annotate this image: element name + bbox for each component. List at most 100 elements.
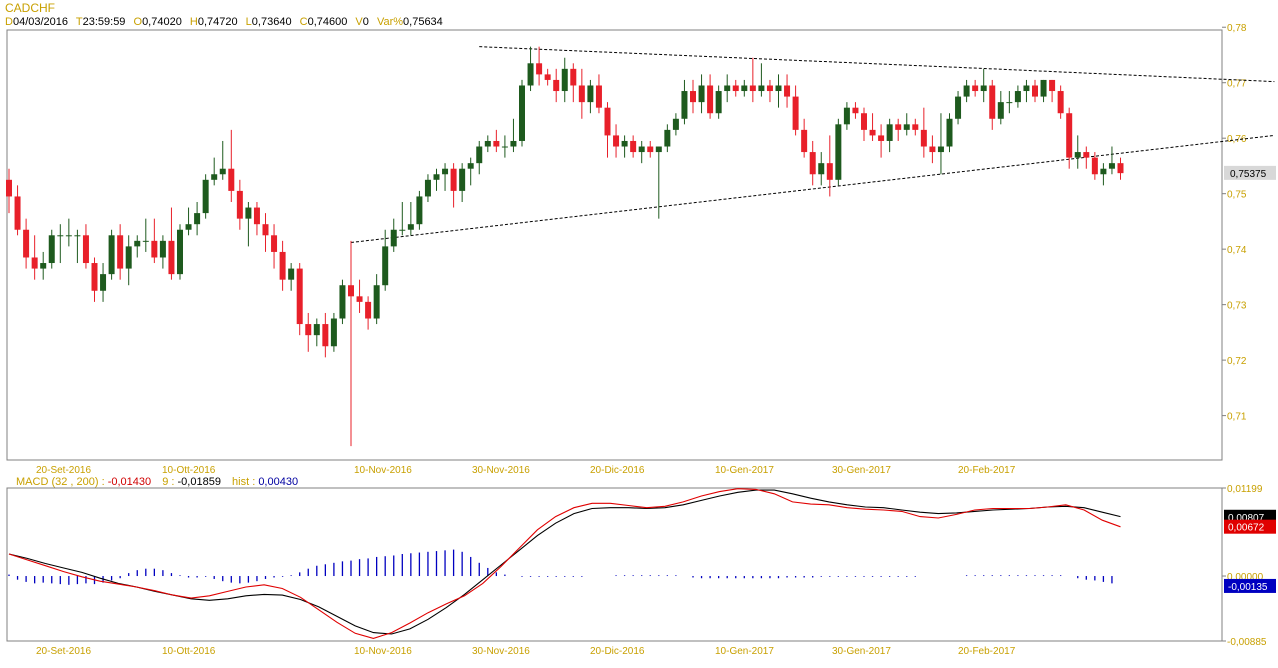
candle-body bbox=[159, 240, 166, 258]
candle bbox=[792, 85, 799, 136]
candle bbox=[382, 229, 389, 291]
candle bbox=[348, 240, 354, 447]
candle-body bbox=[920, 129, 927, 147]
candle-body bbox=[861, 113, 867, 130]
candle-body bbox=[330, 318, 337, 347]
candle-body bbox=[40, 263, 47, 269]
candle-body bbox=[655, 146, 662, 153]
candle-body bbox=[724, 85, 731, 92]
candle-body bbox=[48, 235, 55, 264]
var-value: 0,75634 bbox=[403, 16, 443, 28]
macd-y-axis: 0,01199 0,00000 -0,00885 bbox=[1222, 484, 1267, 648]
candle bbox=[578, 68, 585, 119]
candle bbox=[690, 79, 696, 114]
candle bbox=[1040, 79, 1047, 103]
candle-body bbox=[236, 190, 243, 219]
candle-body bbox=[1091, 157, 1098, 175]
candle-body bbox=[732, 85, 739, 92]
candle bbox=[707, 74, 714, 119]
candle bbox=[749, 57, 756, 103]
candle-body bbox=[433, 174, 440, 180]
candle-body bbox=[638, 146, 645, 153]
high-value: 0,74720 bbox=[197, 16, 238, 28]
candle-body bbox=[407, 224, 414, 230]
candles bbox=[6, 46, 1124, 447]
candle bbox=[330, 312, 337, 352]
candle bbox=[1014, 85, 1021, 108]
candle bbox=[450, 163, 457, 208]
candle bbox=[989, 79, 996, 130]
macd-x-tick-label: 10-Nov-2016 bbox=[354, 646, 412, 657]
macd-x-axis: 20-Set-2016 10-Ott-2016 10-Nov-2016 30-Nov-… bbox=[36, 646, 1016, 657]
candle bbox=[424, 174, 431, 202]
candle-body bbox=[758, 85, 765, 92]
candle bbox=[835, 118, 842, 186]
candle bbox=[271, 224, 278, 269]
macd-value-label: 0,00807 bbox=[1228, 513, 1265, 524]
candle bbox=[262, 213, 269, 252]
candle bbox=[903, 113, 910, 136]
macd-x-tick-label: 20-Feb-2017 bbox=[958, 646, 1016, 657]
candle-body bbox=[142, 240, 149, 242]
candle-body bbox=[886, 124, 893, 141]
volume-label: V bbox=[355, 16, 363, 28]
candle bbox=[100, 263, 107, 302]
candle bbox=[587, 79, 594, 114]
candle bbox=[373, 274, 380, 325]
candle bbox=[937, 113, 944, 175]
candle bbox=[82, 224, 89, 269]
candle bbox=[6, 168, 12, 214]
candle-body bbox=[587, 85, 594, 103]
price-x-tick-label: 30-Gen-2017 bbox=[832, 465, 891, 476]
candle-body bbox=[826, 163, 833, 180]
candle-body bbox=[1032, 85, 1038, 97]
candle-body bbox=[741, 85, 748, 92]
candle bbox=[296, 263, 303, 336]
candle bbox=[878, 124, 885, 158]
candle bbox=[228, 129, 235, 202]
macd-x-tick-label: 20-Dic-2016 bbox=[590, 646, 645, 657]
candle bbox=[869, 113, 876, 141]
candle-body bbox=[878, 135, 885, 141]
candle-body bbox=[288, 268, 295, 280]
macd-y-tick-label: 0,01199 bbox=[1227, 484, 1263, 495]
candle-body bbox=[31, 257, 38, 269]
candle bbox=[1074, 135, 1081, 169]
candle-body bbox=[185, 224, 192, 230]
candle bbox=[194, 202, 201, 236]
candle-body bbox=[809, 152, 816, 175]
hist-label: hist : bbox=[232, 476, 256, 488]
candle bbox=[313, 318, 320, 347]
candle bbox=[219, 140, 226, 180]
price-x-tick-label: 20-Set-2016 bbox=[36, 465, 91, 476]
candle bbox=[912, 118, 919, 136]
candle bbox=[211, 157, 218, 186]
price-x-axis: 20-Set-2016 10-Ott-2016 10-Nov-2016 30-Nov-… bbox=[36, 465, 1016, 476]
macd-value-label: 0,00672 bbox=[1228, 523, 1265, 534]
candle bbox=[895, 118, 902, 141]
candle-body bbox=[1049, 79, 1056, 92]
last-price-label: 0,75375 bbox=[1230, 169, 1267, 180]
macd-y-tick-label: 0,00000 bbox=[1227, 572, 1264, 583]
candle bbox=[664, 124, 671, 153]
candle-body bbox=[997, 102, 1004, 119]
candle bbox=[698, 74, 705, 114]
signal-line bbox=[8, 488, 1121, 639]
candle-body bbox=[211, 174, 218, 180]
candle bbox=[766, 79, 773, 103]
candle-body bbox=[57, 235, 64, 237]
candle bbox=[997, 91, 1004, 125]
candle-body bbox=[818, 163, 825, 175]
candle-body bbox=[382, 246, 389, 286]
price-y-tick-label: 0,74 bbox=[1227, 245, 1247, 256]
candle-body bbox=[151, 240, 158, 258]
candle bbox=[758, 63, 765, 97]
candle bbox=[117, 224, 124, 280]
candle bbox=[1108, 146, 1115, 175]
candle bbox=[613, 124, 620, 158]
close-label: C bbox=[299, 16, 308, 28]
candle bbox=[1057, 85, 1064, 119]
macd-line bbox=[8, 489, 1121, 635]
